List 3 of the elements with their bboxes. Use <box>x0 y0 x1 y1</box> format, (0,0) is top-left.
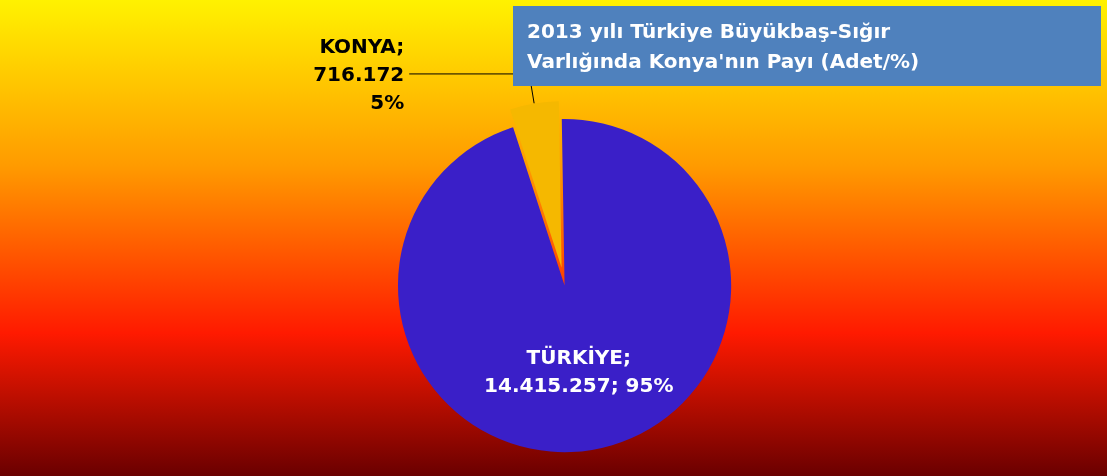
chart-title: 2013 yılı Türkiye Büyükbaş-Sığır Varlığında Konya'nın Payı (Adet/%) <box>527 19 920 73</box>
slice-label: TÜRKİYE; 14.415.257; 95% <box>484 344 674 397</box>
slice-label: KONYA; 716.172 5% <box>313 33 405 114</box>
